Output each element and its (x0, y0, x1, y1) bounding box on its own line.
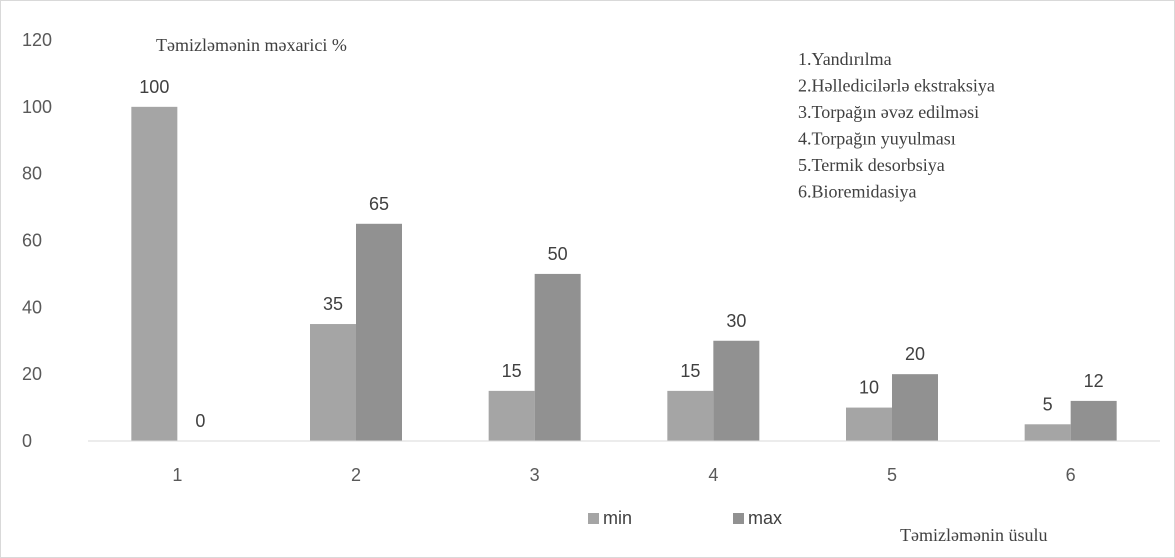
x-tick-label: 2 (351, 465, 361, 485)
legend-swatch-max (733, 513, 744, 524)
data-label-min: 35 (323, 294, 343, 314)
data-label-min: 15 (680, 361, 700, 381)
data-label-max: 0 (195, 411, 205, 431)
bar-min (1024, 424, 1071, 441)
y-tick-label: 120 (22, 30, 52, 50)
data-label-max: 50 (548, 244, 568, 264)
data-label-min: 15 (502, 361, 522, 381)
method-list-item: 3.Torpağın əvəz edilməsi (798, 102, 979, 122)
data-label-min: 10 (859, 378, 879, 398)
bar-min (310, 324, 356, 441)
legend: min max (588, 508, 782, 528)
y-tick-label: 40 (22, 297, 42, 317)
y-axis-ticks: 0 20 40 60 80 100 120 (22, 30, 52, 451)
x-axis-ticks: 1 2 3 4 5 6 (172, 465, 1075, 485)
method-list-item: 2.Həlledicilərlə ekstraksiya (798, 76, 995, 96)
data-labels: 100 0 35 65 15 50 15 30 10 20 5 12 (139, 77, 1103, 431)
x-axis-title: Təmizləmənin üsulu (900, 525, 1047, 545)
data-label-min: 100 (139, 77, 169, 97)
bar-min (846, 407, 892, 441)
data-label-max: 65 (369, 194, 389, 214)
bar-min (667, 390, 714, 441)
bar-max (356, 223, 402, 441)
bar-min (131, 106, 178, 441)
x-tick-label: 5 (887, 465, 897, 485)
data-label-max: 30 (726, 311, 746, 331)
bar-max (892, 374, 938, 441)
x-tick-label: 4 (708, 465, 718, 485)
data-label-max: 12 (1084, 371, 1104, 391)
data-label-min: 5 (1043, 394, 1053, 414)
x-tick-label: 3 (530, 465, 540, 485)
legend-label-min: min (603, 508, 632, 528)
bar-max (713, 340, 760, 441)
bar-max (1070, 400, 1117, 441)
bar-max (534, 273, 581, 441)
y-tick-label: 0 (22, 431, 32, 451)
y-tick-label: 80 (22, 164, 42, 184)
method-list-item: 6.Bioremidasiya (798, 182, 916, 202)
y-tick-label: 100 (22, 97, 52, 117)
method-list-item: 4.Torpağın yuyulması (798, 129, 956, 149)
method-list: 1.Yandırılma 2.Həlledicilərlə ekstraksiya… (798, 49, 995, 202)
legend-label-max: max (748, 508, 782, 528)
chart-title: Təmizləmənin məxarici % (156, 35, 347, 55)
x-tick-label: 1 (172, 465, 182, 485)
x-tick-label: 6 (1066, 465, 1076, 485)
bar-min (488, 390, 535, 441)
y-tick-label: 60 (22, 231, 42, 251)
legend-swatch-min (588, 513, 599, 524)
data-label-max: 20 (905, 344, 925, 364)
method-list-item: 1.Yandırılma (798, 49, 892, 69)
method-list-item: 5.Termik desorbsiya (798, 155, 945, 175)
y-tick-label: 20 (22, 364, 42, 384)
bars (131, 106, 1117, 441)
